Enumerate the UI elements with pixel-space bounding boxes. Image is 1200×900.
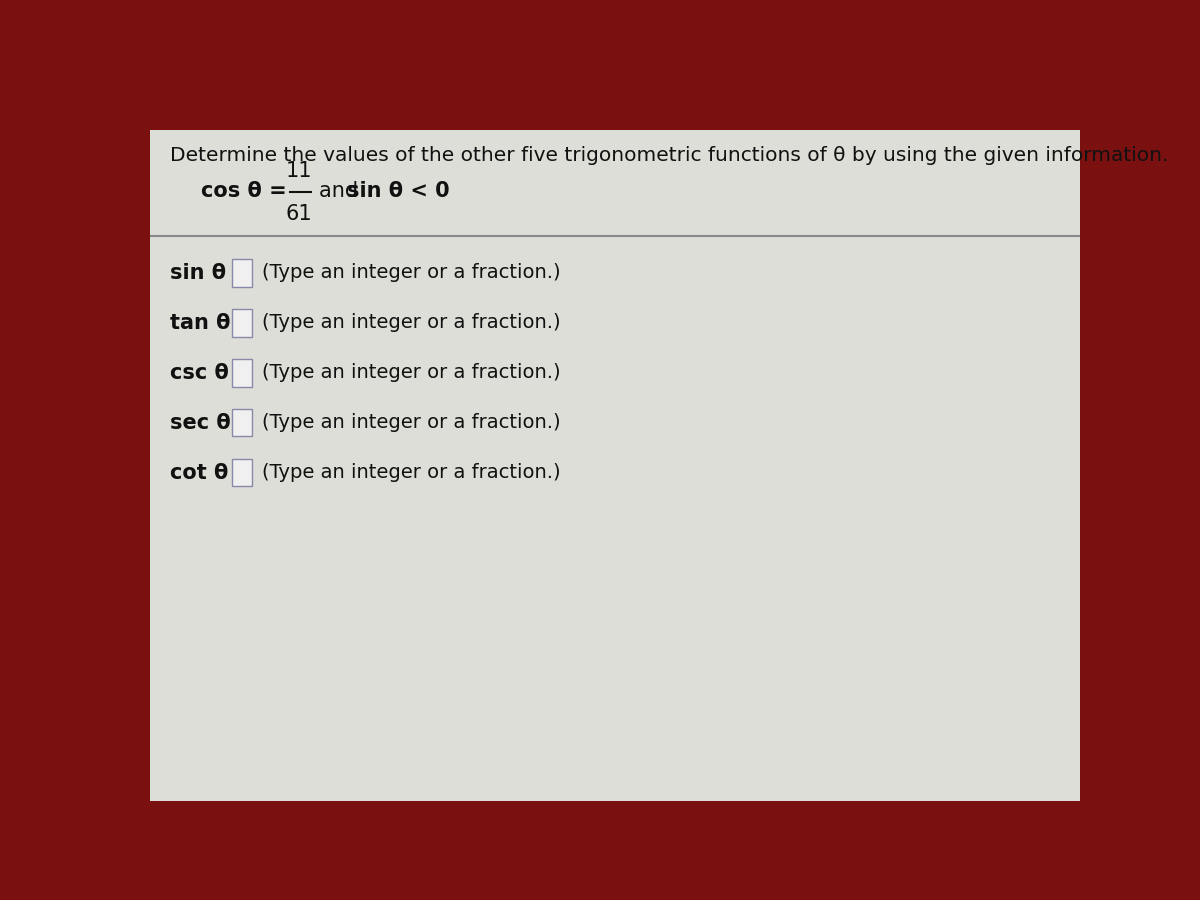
Text: =: =: [230, 263, 248, 283]
Text: =: =: [230, 412, 248, 433]
Text: (Type an integer or a fraction.): (Type an integer or a fraction.): [262, 413, 560, 432]
Text: Determine the values of the other five trigonometric functions of θ by using the: Determine the values of the other five t…: [170, 146, 1169, 165]
Text: tan θ: tan θ: [170, 313, 230, 333]
Text: (Type an integer or a fraction.): (Type an integer or a fraction.): [262, 313, 560, 332]
Text: 61: 61: [286, 203, 312, 223]
Text: (Type an integer or a fraction.): (Type an integer or a fraction.): [262, 264, 560, 283]
Text: sin θ: sin θ: [170, 263, 227, 283]
FancyBboxPatch shape: [232, 259, 252, 287]
FancyBboxPatch shape: [232, 359, 252, 387]
Text: cot θ: cot θ: [170, 463, 229, 482]
Text: (Type an integer or a fraction.): (Type an integer or a fraction.): [262, 463, 560, 482]
FancyBboxPatch shape: [232, 309, 252, 337]
Text: =: =: [230, 313, 248, 333]
Text: (Type an integer or a fraction.): (Type an integer or a fraction.): [262, 364, 560, 382]
Text: 11: 11: [286, 161, 312, 181]
Text: sec θ: sec θ: [170, 412, 232, 433]
Text: and: and: [319, 181, 365, 202]
Text: csc θ: csc θ: [170, 363, 229, 382]
Text: =: =: [230, 363, 248, 382]
Text: sin θ < 0: sin θ < 0: [347, 181, 450, 202]
FancyBboxPatch shape: [232, 459, 252, 486]
FancyBboxPatch shape: [150, 108, 1080, 130]
Text: =: =: [230, 463, 248, 482]
FancyBboxPatch shape: [232, 409, 252, 436]
FancyBboxPatch shape: [150, 130, 1080, 801]
Text: cos θ =: cos θ =: [202, 181, 287, 202]
